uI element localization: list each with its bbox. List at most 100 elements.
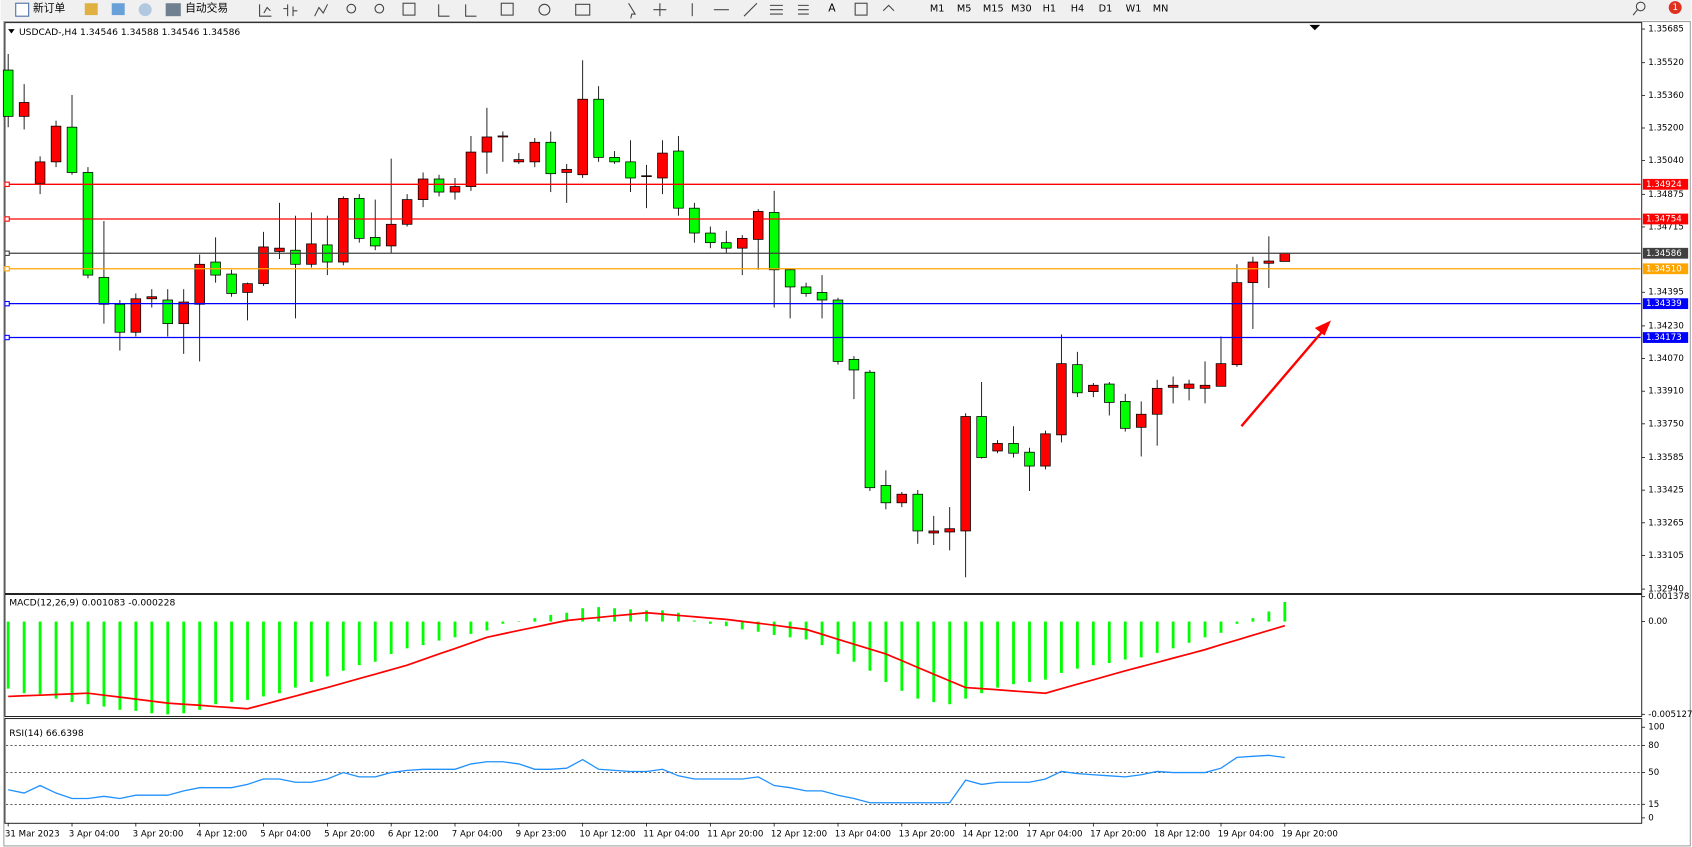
tool-icon[interactable] [346,3,357,14]
arrow-head [1314,320,1332,336]
symbol-menu-marker [8,29,15,34]
text-label-tool[interactable] [854,2,868,16]
level-price-box [1642,213,1689,225]
macd-bar [166,621,170,715]
timeframe-button[interactable]: MN [1153,4,1169,15]
notification-badge[interactable] [1668,1,1682,15]
candle-body [130,298,142,333]
x-tick-label: 3 Apr 20:00 [133,830,184,840]
macd-bar [900,621,904,691]
candle-body [146,296,158,300]
tool-icon[interactable] [283,4,298,17]
x-tick-label: 19 Apr 20:00 [1282,830,1338,840]
macd-bar [294,621,297,688]
macd-bar [102,621,106,707]
tool-icon[interactable] [575,3,591,16]
candle-body [1024,451,1035,467]
new-order-button[interactable]: 新订单 [33,2,66,15]
candle-body [848,358,860,371]
tool-icon[interactable] [84,3,98,16]
tool-icon[interactable] [500,2,514,16]
toolbar: 新订单 自动交易 [0,0,1692,21]
trendline-tool[interactable] [743,2,758,17]
candle-body [737,237,748,249]
candle-body [1040,433,1051,467]
candle-body [800,286,812,294]
tool-icon[interactable] [314,4,329,17]
candle-body [1088,384,1099,392]
macd-bar [198,621,202,710]
level-price-label: 1.34173 [1646,333,1682,343]
macd-bar [1091,621,1095,666]
main-panel [4,22,1643,594]
macd-bar [421,621,425,646]
tool-icon[interactable] [465,4,477,17]
timeframe-button[interactable]: H4 [1071,4,1084,15]
macd-bar [1139,621,1143,658]
arrows-tool[interactable] [882,4,895,12]
candle-body [1215,363,1227,387]
candle-body [1120,401,1131,429]
candle-body [976,416,987,458]
macd-bar [1044,621,1047,680]
tool-icons[interactable] [259,1,1646,19]
candle-body [1167,384,1179,388]
tool-icon[interactable] [259,4,272,17]
macd-bar [373,621,377,662]
candle-body [98,276,110,305]
macd-bar [677,612,680,622]
macd-bar [565,612,569,622]
x-tick-label: 14 Apr 12:00 [962,830,1018,840]
candle-body [481,136,493,153]
fibo-tool[interactable] [797,4,809,15]
macd-bar [884,621,888,682]
candle-body [194,263,205,305]
tool-icon[interactable] [374,3,385,14]
timeframe-button[interactable]: M1 [930,4,945,15]
candle-body [162,299,173,325]
macd-bar [964,621,968,699]
tool-icon[interactable] [438,4,450,17]
candle-body [18,102,30,117]
timeframe-button[interactable]: M30 [1011,4,1032,15]
auto-trading-button[interactable]: 自动交易 [185,2,228,15]
macd-bar [86,621,90,705]
rsi-line [8,754,1285,804]
channel-tool[interactable] [769,4,783,15]
timeframe-button[interactable]: D1 [1099,4,1113,15]
crosshair-tool[interactable] [653,3,667,17]
auto-trading-icon[interactable] [165,3,181,17]
notification-count: 1 [1672,3,1678,13]
y-tick-label: 1.33105 [1648,551,1684,561]
macd-bar [517,621,521,622]
tool-icon[interactable] [138,3,152,17]
macd-bar [1219,621,1223,633]
macd-bar [70,621,74,703]
new-order-icon[interactable] [15,2,30,17]
tool-icon[interactable] [538,3,551,16]
y-tick-label: 1.33425 [1648,486,1684,496]
x-tick-label: 31 Mar 2023 [5,830,60,840]
macd-bar [134,621,138,711]
timeframe-button[interactable]: H1 [1043,4,1056,15]
macd-bar [692,620,696,622]
macd-bar [533,618,537,622]
search-icon[interactable] [1632,9,1638,16]
arrow-shaft [1240,329,1325,427]
macd-bar [262,621,265,697]
macd-bar [836,621,840,654]
search-icon[interactable] [1635,1,1646,12]
text-tool-icon[interactable]: A [828,2,836,15]
timeframe-button[interactable]: M5 [957,4,972,15]
y-tick-label: 0 [1648,813,1654,823]
candle-body [1151,387,1163,415]
cursor-tool[interactable] [628,2,637,19]
macd-bar [150,621,154,714]
tool-icon[interactable] [111,3,125,16]
timeframe-button[interactable]: M15 [983,4,1004,15]
candle-body [1135,413,1147,428]
tool-icon[interactable] [402,2,416,16]
candle-body [226,273,237,294]
timeframe-button[interactable]: W1 [1126,4,1142,15]
x-tick-label: 5 Apr 04:00 [260,830,311,840]
